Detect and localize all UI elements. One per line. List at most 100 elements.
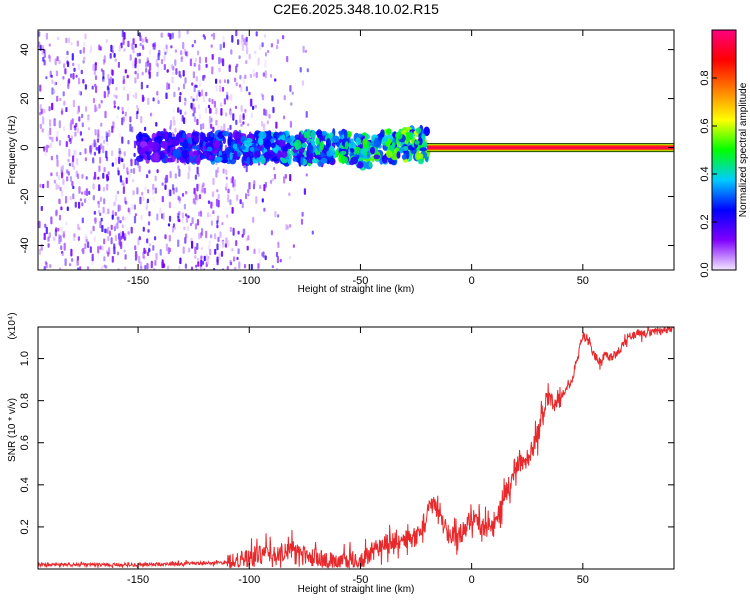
spectrogram-cell bbox=[154, 260, 157, 266]
spectrogram-cell bbox=[50, 142, 53, 148]
spectrogram-cell bbox=[229, 199, 232, 206]
spectrogram-cell bbox=[156, 63, 159, 68]
spectrogram-cell bbox=[67, 83, 70, 89]
spectrogram-cell bbox=[111, 78, 114, 85]
y-tick-label: -40 bbox=[19, 238, 31, 254]
spectrogram-cell bbox=[182, 41, 185, 50]
spectrogram-y-label: Frequency (Hz) bbox=[7, 116, 18, 185]
spectrogram-cell bbox=[75, 74, 78, 78]
spectrogram-cell bbox=[103, 256, 106, 262]
spectrogram-cell bbox=[156, 213, 159, 221]
spectrogram-cell bbox=[198, 64, 201, 71]
spectrogram-cell bbox=[49, 127, 52, 136]
spectrogram-cell bbox=[204, 56, 208, 63]
spectrogram-cell bbox=[254, 104, 257, 109]
spectrogram-cell bbox=[283, 176, 286, 184]
spectrogram-cell bbox=[53, 89, 56, 94]
spectrogram-cell bbox=[203, 74, 206, 79]
spectrogram-cell bbox=[83, 41, 86, 47]
spectrogram-cell bbox=[123, 32, 126, 40]
spectrogram-cell bbox=[192, 98, 195, 102]
spectrogram-cell bbox=[152, 43, 155, 48]
y-tick-label: 40 bbox=[19, 43, 31, 55]
spectrogram-cell bbox=[82, 47, 85, 54]
spectrogram-cell bbox=[261, 94, 265, 101]
spectrogram-cell bbox=[147, 60, 150, 67]
spectrogram-cell bbox=[250, 263, 253, 270]
spectrogram-cell bbox=[306, 128, 311, 139]
spectrogram-cell bbox=[117, 61, 120, 68]
spectrogram-cell bbox=[163, 64, 166, 71]
spectrogram-cell bbox=[148, 71, 151, 79]
spectrogram-cell bbox=[42, 183, 45, 189]
spectrogram-cell bbox=[275, 251, 279, 257]
spectrogram-cell bbox=[85, 239, 88, 243]
spectrogram-cell bbox=[301, 142, 307, 149]
spectrogram-cell bbox=[45, 262, 48, 269]
spectrogram-cell bbox=[171, 32, 174, 39]
spectrogram-cell bbox=[174, 59, 177, 66]
spectrogram-cell bbox=[92, 64, 95, 71]
spectrogram-cell bbox=[148, 49, 152, 55]
spectrogram-cell bbox=[118, 150, 121, 158]
spectrogram-cell bbox=[61, 190, 64, 197]
spectrogram-cell bbox=[211, 66, 214, 75]
spectrogram-cell bbox=[177, 239, 180, 247]
y-tick-label: 0.4 bbox=[19, 477, 31, 492]
spectrogram-cell bbox=[246, 156, 251, 165]
spectrogram-cell bbox=[222, 130, 230, 137]
x-tick-label: 50 bbox=[577, 574, 589, 586]
spectrogram-cell bbox=[276, 255, 279, 264]
spectrogram-cell bbox=[245, 237, 248, 242]
spectrogram-cell bbox=[289, 85, 292, 92]
spectrogram-cell bbox=[170, 45, 173, 49]
spectrogram-cell bbox=[164, 234, 167, 240]
spectrogram-cell bbox=[117, 216, 120, 224]
spectrogram-cell bbox=[78, 90, 81, 96]
spectrogram-cell bbox=[203, 255, 206, 262]
spectrogram-cell bbox=[208, 115, 212, 124]
spectrogram-cell bbox=[194, 200, 197, 205]
spectrogram-cell bbox=[201, 228, 204, 236]
spectrogram-cell bbox=[136, 110, 139, 115]
spectrogram-cell bbox=[240, 86, 243, 92]
spectrogram-cell bbox=[263, 207, 266, 212]
spectrogram-cell bbox=[146, 39, 149, 44]
spectrogram-cell bbox=[67, 158, 70, 163]
spectrogram-cell bbox=[102, 145, 105, 154]
spectrogram-cell bbox=[230, 178, 233, 184]
spectrogram-cell bbox=[178, 219, 181, 223]
spectrogram-cell bbox=[150, 260, 153, 269]
spectrogram-cell bbox=[133, 204, 136, 210]
spectrogram-cell bbox=[280, 151, 288, 158]
spectrogram-cell bbox=[212, 177, 215, 185]
spectrogram-cell bbox=[193, 85, 196, 93]
spectrogram-cell bbox=[201, 89, 204, 97]
spectrogram-cell bbox=[92, 157, 95, 164]
spectrogram-cell bbox=[320, 157, 328, 164]
spectrogram-cell bbox=[177, 165, 180, 170]
spectrogram-cell bbox=[38, 31, 41, 37]
spectrogram-cell bbox=[154, 236, 157, 241]
spectrogram-cell bbox=[331, 135, 340, 143]
spectrogram-cell bbox=[84, 243, 87, 249]
spectrogram-cell bbox=[166, 82, 169, 90]
spectrogram-cell bbox=[39, 123, 42, 129]
spectrogram-cell bbox=[121, 107, 124, 112]
spectrogram-cell bbox=[136, 52, 139, 57]
spectrogram-cell bbox=[68, 148, 71, 157]
spectrogram-cell bbox=[142, 96, 145, 102]
spectrogram-cell bbox=[231, 206, 234, 214]
spectrogram-cell bbox=[172, 116, 175, 121]
spectrogram-cell bbox=[178, 70, 181, 77]
spectrogram-cell bbox=[259, 44, 262, 51]
spectrogram-cell bbox=[105, 174, 109, 179]
spectrogram-cell bbox=[139, 42, 142, 47]
spectrogram-cell bbox=[191, 131, 200, 137]
spectrogram-cell bbox=[124, 254, 127, 260]
spectrogram-cell bbox=[198, 91, 201, 97]
spectrogram-cell bbox=[208, 107, 212, 114]
spectrogram-cell bbox=[45, 226, 48, 235]
spectrogram-cell bbox=[194, 174, 197, 180]
spectrogram-cell bbox=[100, 122, 103, 127]
